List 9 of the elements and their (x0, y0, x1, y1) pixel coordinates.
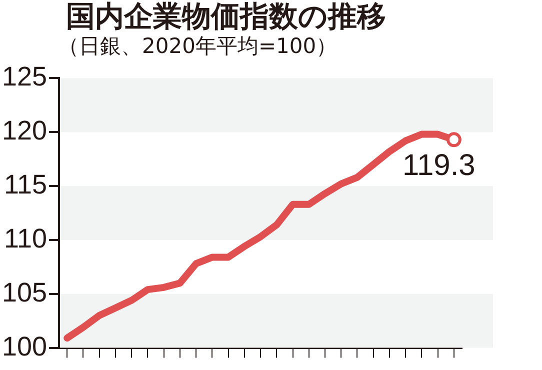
y-tick-label: 115 (4, 169, 48, 200)
chart-title: 国内企業物価指数の推移 (65, 0, 387, 33)
y-tick-label: 125 (2, 62, 48, 92)
y-tick-label: 100 (2, 331, 48, 362)
data-label: 119.3 (402, 148, 476, 182)
y-tick-label: 120 (2, 116, 48, 146)
chart-subtitle: （日銀、2020年平均=100） (57, 33, 338, 60)
y-tick-label: 110 (4, 223, 48, 254)
y-tick-label: 105 (2, 277, 48, 308)
